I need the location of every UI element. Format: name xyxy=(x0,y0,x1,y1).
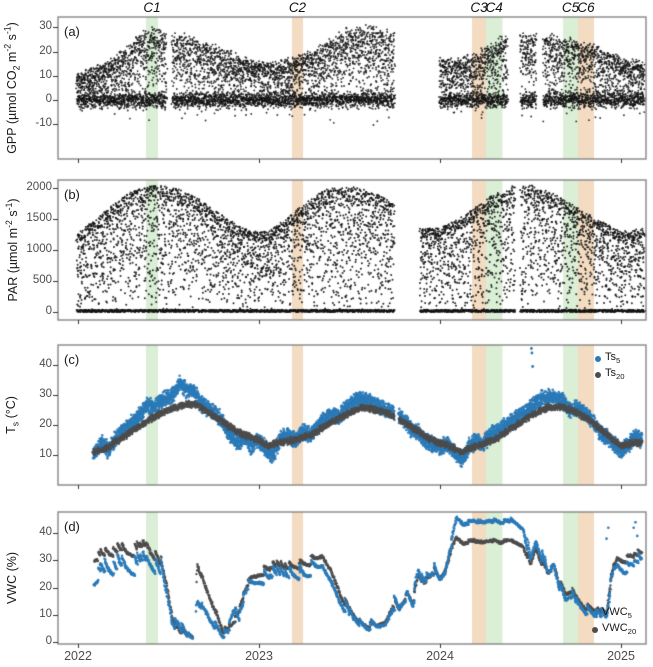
ytick-a-0: 0 xyxy=(45,93,52,105)
panel-label-c: (c) xyxy=(64,352,80,367)
condition-label-c6: C6 xyxy=(577,0,595,15)
panel-label-d: (d) xyxy=(64,519,80,534)
ytick-c-10: 10 xyxy=(39,448,52,460)
legend-vwc-item-0: VWC5 xyxy=(592,606,636,621)
legend-ts-item-1: Ts20 xyxy=(595,367,625,382)
legend-label: Ts5 xyxy=(605,351,621,366)
ytick-a--10: -10 xyxy=(35,117,52,130)
ytick-c-20: 20 xyxy=(39,418,52,430)
ytick-a-30: 30 xyxy=(39,20,52,33)
y-axis-title-vwc: VWC (%) xyxy=(5,551,19,605)
xtick-2022: 2022 xyxy=(64,649,92,663)
ytick-d-20: 20 xyxy=(39,580,52,593)
ytick-d-40: 40 xyxy=(39,526,52,539)
ytick-b-2000: 2000 xyxy=(26,181,52,193)
xtick-2025: 2025 xyxy=(607,649,635,663)
ytick-c-40: 40 xyxy=(39,358,52,370)
ytick-d-30: 30 xyxy=(39,553,52,566)
legend-ts-item-0: Ts5 xyxy=(595,351,625,366)
condition-label-c5: C5 xyxy=(561,0,580,15)
panel-label-b: (b) xyxy=(64,187,80,202)
legend-marker-icon xyxy=(595,355,601,362)
ytick-c-30: 30 xyxy=(39,388,52,400)
condition-label-c3: C3 xyxy=(470,0,488,15)
y-axis-title-gpp: GPP (µmol CO2 m-2 s-1) xyxy=(2,22,22,154)
ytick-b-1000: 1000 xyxy=(26,243,52,255)
legend-label: VWC20 xyxy=(602,622,637,637)
legend-label: Ts20 xyxy=(605,367,625,382)
legend-marker-icon xyxy=(592,626,598,633)
xtick-2024: 2024 xyxy=(426,649,454,663)
legend-ts: Ts5 Ts20 xyxy=(595,351,625,382)
condition-label-c4: C4 xyxy=(485,0,503,15)
ytick-b-500: 500 xyxy=(32,274,52,286)
condition-label-c2: C2 xyxy=(288,0,307,15)
legend-label: VWC5 xyxy=(602,606,632,621)
legend-marker-icon xyxy=(592,610,598,617)
legend-vwc: VWC5 VWC20 xyxy=(592,606,636,637)
ytick-d-10: 10 xyxy=(39,607,52,620)
ytick-a-20: 20 xyxy=(39,44,52,57)
xtick-2023: 2023 xyxy=(245,649,273,663)
ytick-b-0: 0 xyxy=(45,305,52,317)
ytick-a-10: 10 xyxy=(39,68,52,81)
ytick-d-0: 0 xyxy=(45,635,52,647)
panel-label-a: (a) xyxy=(64,24,80,39)
condition-label-c1: C1 xyxy=(143,0,161,15)
legend-marker-icon xyxy=(595,371,601,378)
legend-vwc-item-1: VWC20 xyxy=(592,622,636,637)
ytick-b-1500: 1500 xyxy=(26,212,52,224)
